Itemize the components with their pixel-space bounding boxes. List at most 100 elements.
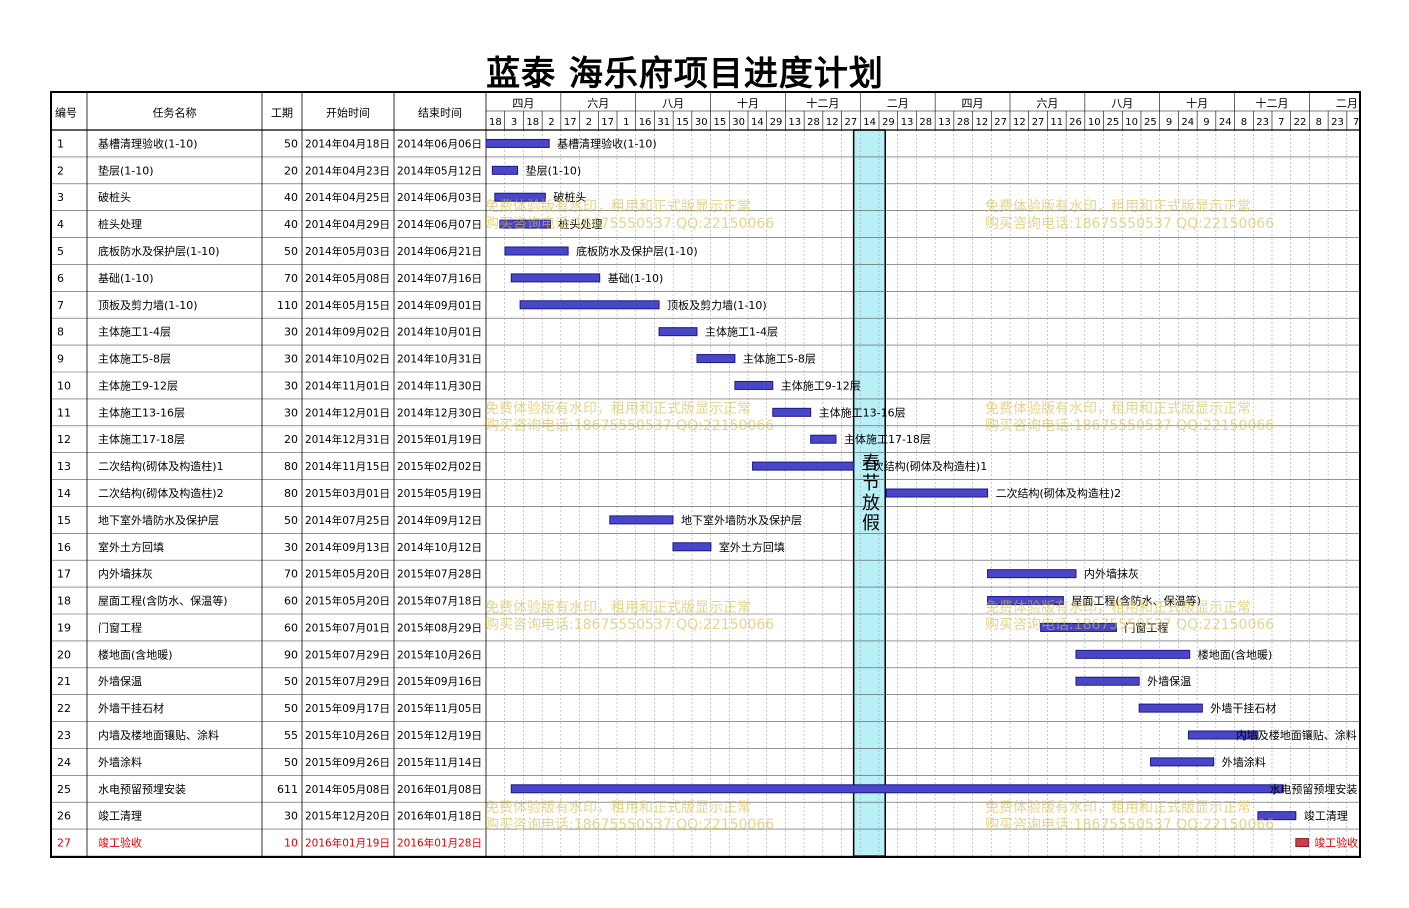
task-id: 25 [57,783,71,796]
task-duration: 20 [284,433,298,446]
task-name: 主体施工17-18层 [98,432,185,446]
day-tick-label: 9 [1166,117,1172,128]
task-end: 2015年11月14日 [397,756,482,769]
task-start: 2014年09月13日 [305,541,390,554]
task-start: 2014年04月29日 [305,218,390,231]
task-bar-label: 门窗工程 [1124,620,1168,634]
task-id: 17 [57,568,71,581]
day-tick-label: 31 [657,117,670,128]
task-duration: 611 [277,783,298,796]
task-start: 2014年04月18日 [305,137,390,150]
task-id: 4 [57,218,64,231]
day-tick-label: 30 [732,117,745,128]
task-duration: 80 [284,487,298,500]
task-id: 22 [57,702,71,715]
task-name: 桩头处理 [98,217,142,231]
task-id: 19 [57,621,71,634]
task-bar [672,542,712,552]
task-bar-label: 外墙涂料 [1222,755,1266,769]
task-end: 2014年09月12日 [397,514,482,527]
task-name: 外墙保温 [98,674,142,688]
task-end: 2015年12月19日 [397,729,482,742]
task-id: 26 [57,810,71,823]
task-id: 12 [57,433,71,446]
task-bar-label: 二次结构(砌体及构造柱)1 [862,459,988,473]
task-end: 2014年10月31日 [397,353,482,366]
task-name: 地下室外墙防水及保护层 [98,513,219,527]
holiday-band [852,129,886,856]
task-bar-label: 二次结构(砌体及构造柱)2 [996,486,1122,500]
task-start: 2014年12月01日 [305,406,390,419]
task-bar-label: 内外墙抹灰 [1084,567,1139,581]
task-end: 2014年09月01日 [397,299,482,312]
task-name: 外墙涂料 [98,755,142,769]
task-bar [1295,838,1309,848]
day-tick-label: 15 [676,117,689,128]
day-tick-label: 1 [623,117,629,128]
task-duration: 50 [284,245,298,258]
holiday-label: 春节放假 [859,453,880,533]
task-end: 2014年07月16日 [397,272,482,285]
task-duration: 110 [277,299,298,312]
day-tick-label: 8 [1241,117,1247,128]
month-label: 十二月 [1255,96,1288,110]
task-end: 2015年05月19日 [397,487,482,500]
day-tick-label: 23 [1331,117,1344,128]
task-bar-label: 内墙及楼地面镶贴、涂料 [1236,728,1357,742]
day-tick-label: 10 [1125,117,1138,128]
task-duration: 70 [284,272,298,285]
day-tick-label: 16 [639,117,652,128]
day-tick-label: 2 [548,117,554,128]
task-duration: 10 [284,837,298,850]
task-bar-label: 垫层(1-10) [526,163,582,177]
column-header: 工期 [271,107,293,120]
task-id: 18 [57,595,71,608]
day-tick-label: 13 [938,117,951,128]
day-tick-label: 7 [1353,117,1359,128]
day-tick-label: 12 [826,117,839,128]
task-bar [1138,703,1203,713]
day-tick-label: 25 [1107,117,1120,128]
task-bar [752,461,855,471]
task-start: 2015年07月29日 [305,675,390,688]
task-bar [504,246,569,256]
task-end: 2014年06月06日 [397,137,482,150]
day-tick-label: 12 [1013,117,1026,128]
month-label: 四月 [512,97,534,110]
task-start: 2014年04月25日 [305,191,390,204]
task-id: 1 [57,137,64,150]
task-duration: 70 [284,568,298,581]
day-tick-label: 29 [882,117,895,128]
task-name: 破桩头 [98,190,131,204]
task-end: 2014年11月30日 [397,379,482,392]
task-name: 主体施工13-16层 [98,405,185,419]
task-bar-label: 外墙干挂石材 [1210,701,1276,715]
task-end: 2015年08月29日 [397,621,482,634]
day-tick-label: 8 [1316,117,1322,128]
task-bar-label: 主体施工17-18层 [844,432,931,446]
task-name: 基槽清理验收(1-10) [98,136,198,150]
task-start: 2014年04月23日 [305,164,390,177]
day-tick-label: 18 [489,117,502,128]
task-bar [1040,622,1117,632]
task-name: 门窗工程 [98,620,142,634]
task-bar-label: 水电预留预埋安装 [1269,782,1357,796]
task-name: 楼地面(含地暖) [98,647,173,661]
task-id: 24 [57,756,71,769]
day-tick-label: 22 [1294,117,1307,128]
task-end: 2016年01月08日 [397,783,482,796]
month-label: 六月 [587,97,609,110]
task-start: 2014年11月01日 [305,379,390,392]
task-bar-label: 主体施工13-16层 [819,405,906,419]
month-label: 十二月 [806,96,839,110]
day-tick-label: 24 [1181,117,1194,128]
task-id: 15 [57,514,71,527]
task-id: 5 [57,245,64,258]
task-start: 2014年12月31日 [305,433,390,446]
task-duration: 30 [284,353,298,366]
task-bar [609,515,674,525]
task-end: 2015年07月18日 [397,595,482,608]
task-bar-label: 外墙保温 [1147,674,1191,688]
task-duration: 30 [284,810,298,823]
task-id: 7 [57,299,64,312]
